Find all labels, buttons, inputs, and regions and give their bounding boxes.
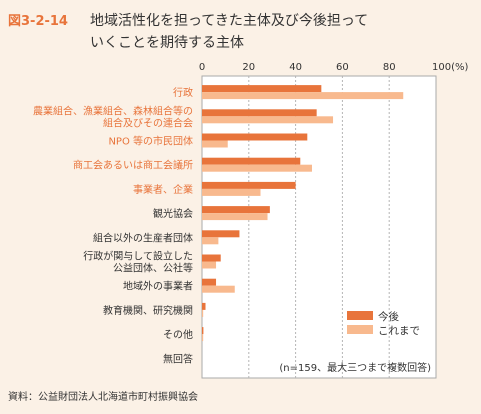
bar-future (202, 109, 317, 117)
plot-area: 0 20 40 60 80 100(%) 行政農業組合、漁業組合、森林組合等の組合及びその… (33, 62, 469, 379)
source-note: 資料：公益財団法人北海道市町村振興協会 (8, 390, 198, 403)
bar-future (202, 133, 308, 141)
x-tick-label: 20 (242, 62, 255, 73)
chart-title-line-2: いくことを期待する主体 (90, 35, 244, 51)
x-tick-label: 0 (199, 62, 205, 73)
bar-future (202, 157, 301, 165)
legend: 今後 これまで (347, 310, 420, 337)
category-label: 公益団体、公社等 (113, 262, 193, 275)
legend-label-future: 今後 (378, 310, 399, 323)
bar-future (202, 181, 296, 189)
bar-past (202, 285, 235, 293)
category-label: 商工会あるいは商工会議所 (73, 159, 193, 172)
legend-label-past: これまで (378, 325, 420, 337)
chart-title-line-1: 地域活性化を担ってきた主体及び今後担って (90, 13, 368, 29)
bar-future (202, 302, 206, 310)
category-label: 行政 (173, 86, 193, 99)
category-label: 無回答 (163, 352, 193, 365)
bar-future (202, 230, 240, 238)
bar-future (202, 254, 221, 262)
category-label: 事業者、企業 (133, 183, 193, 196)
x-unit-label: 100(%) (432, 62, 468, 73)
category-label: NPO 等の市民団体 (108, 135, 193, 148)
bar-future (202, 278, 217, 286)
category-label: 教育機関、研究機関 (103, 304, 193, 317)
bar-past (202, 164, 312, 172)
x-tick-label: 60 (336, 62, 349, 73)
bar-future (202, 327, 204, 335)
legend-swatch-past (347, 325, 373, 334)
figure-label: 図3-2-14 (8, 14, 68, 29)
bar-past (202, 140, 228, 148)
category-label: 農業組合、漁業組合、森林組合等の (33, 104, 193, 117)
bar-future (202, 206, 270, 214)
bar-past (202, 334, 204, 342)
category-label: 組合及びその連合会 (103, 116, 193, 129)
bar-past (202, 92, 404, 100)
sample-note: (n=159、最大三つまで複数回答) (279, 361, 431, 374)
bar-past (202, 237, 219, 245)
bar-past (202, 188, 261, 196)
tick-layer: 0 20 40 60 80 100(%) (199, 62, 469, 73)
x-tick-label: 40 (289, 62, 302, 73)
plot-frame (201, 75, 437, 379)
category-label: その他 (163, 328, 193, 341)
category-label: 組合以外の生産者団体 (93, 231, 193, 244)
legend-swatch-future (347, 311, 373, 320)
bar-past (202, 213, 268, 221)
bar-future (202, 85, 322, 93)
category-label: 観光協会 (153, 207, 193, 220)
category-label: 地域外の事業者 (123, 280, 193, 293)
x-tick-label: 80 (383, 62, 396, 73)
bar-past (202, 309, 204, 317)
bar-past (202, 261, 217, 269)
bar-past (202, 116, 334, 124)
category-label: 行政が関与して設立した (83, 250, 193, 263)
bar-layer (202, 85, 404, 342)
